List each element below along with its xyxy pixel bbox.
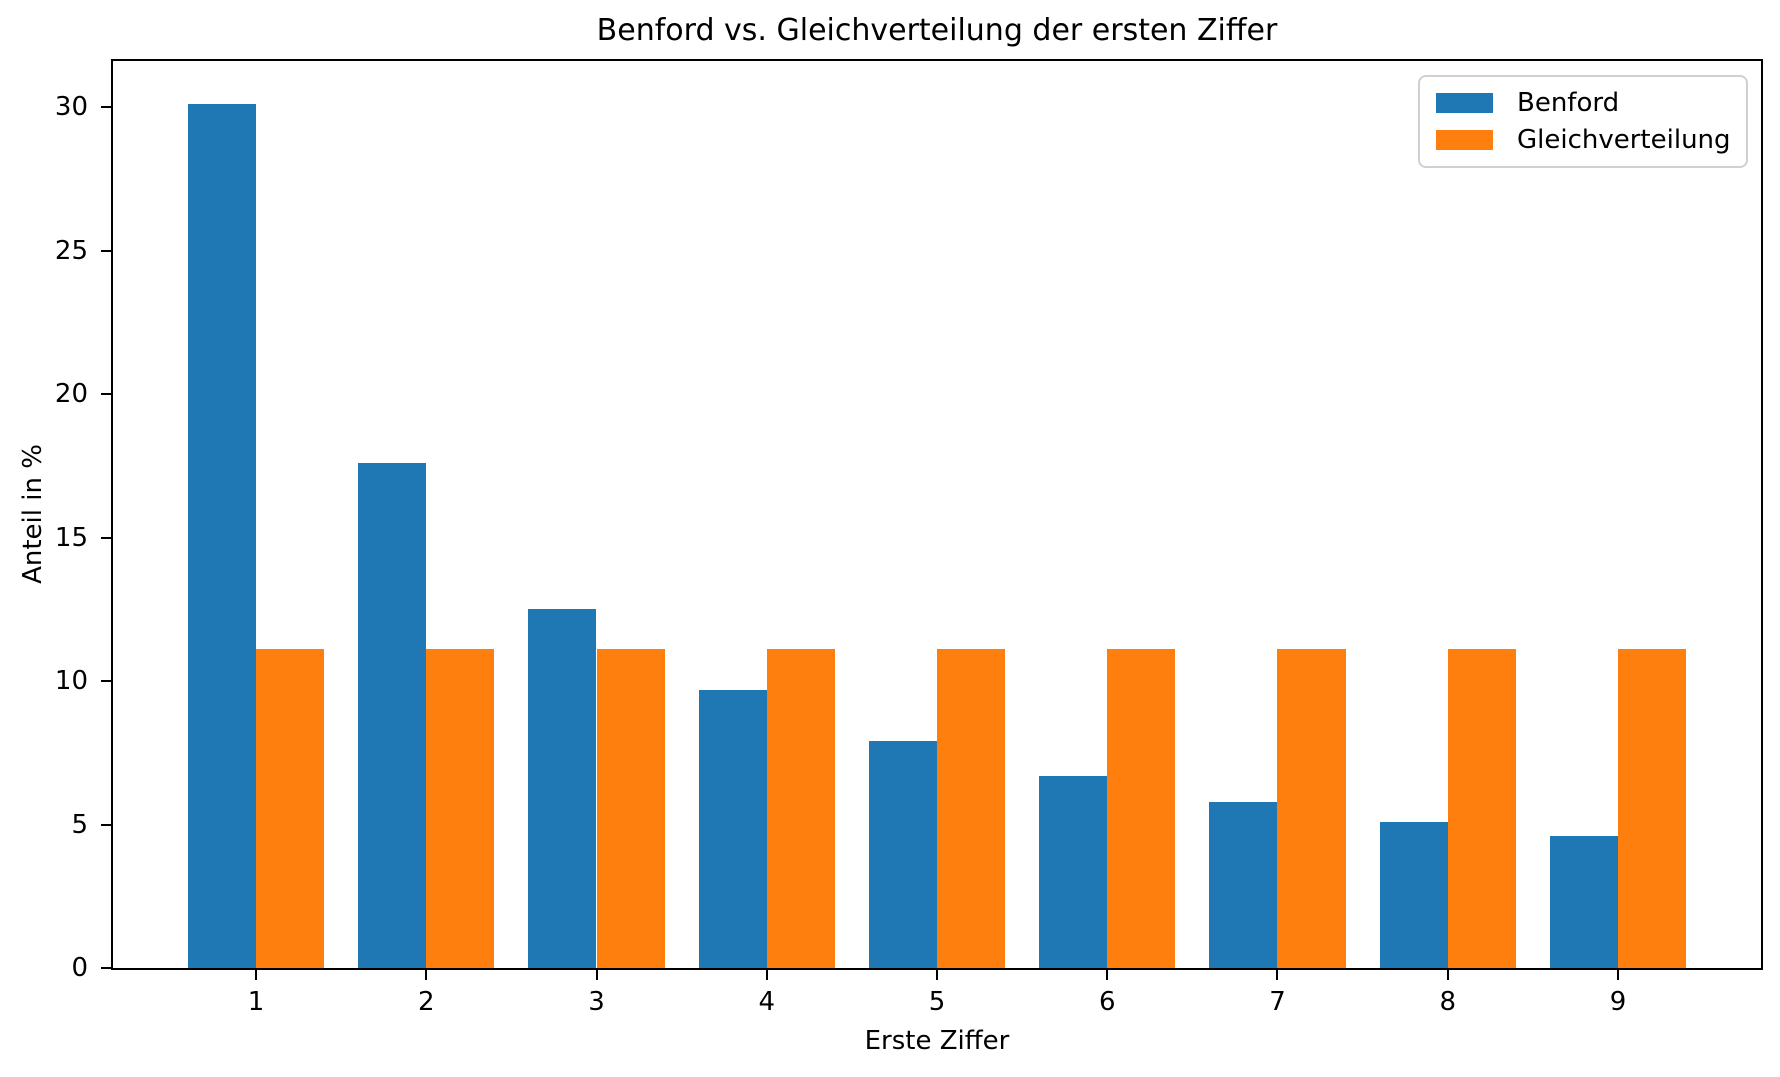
y-tick-mark-15 <box>101 536 113 539</box>
x-tick-label-2: 2 <box>417 987 435 1017</box>
x-tick-label-1: 1 <box>247 987 265 1017</box>
y-tick-mark-25 <box>101 249 113 252</box>
y-tick-mark-0 <box>101 967 113 969</box>
y-tick-label-5: 5 <box>71 809 88 840</box>
legend-swatch-benford <box>1436 93 1493 114</box>
x-tick-mark-6 <box>1106 968 1109 980</box>
bar-gleichverteilung-9 <box>1617 649 1687 968</box>
y-tick-label-20: 20 <box>54 379 88 410</box>
x-tick-label-3: 3 <box>588 987 605 1017</box>
x-tick-mark-2 <box>425 968 428 980</box>
x-tick-mark-8 <box>1446 968 1449 980</box>
legend-label-gleichverteilung: Gleichverteilung <box>1517 124 1731 155</box>
bar-benford-6 <box>1039 775 1108 968</box>
bar-gleichverteilung-5 <box>937 649 1006 968</box>
y-tick-mark-10 <box>101 680 113 683</box>
legend: Benford Gleichverteilung <box>1418 75 1748 168</box>
y-tick-label-30: 30 <box>54 92 88 123</box>
bar-benford-9 <box>1549 836 1618 968</box>
bar-benford-1 <box>187 104 256 968</box>
bar-benford-8 <box>1379 821 1448 968</box>
chart-title: Benford vs. Gleichverteilung der ersten … <box>596 13 1278 48</box>
bar-gleichverteilung-8 <box>1447 649 1516 968</box>
y-tick-label-25: 25 <box>54 235 88 266</box>
y-tick-label-10: 10 <box>54 666 88 697</box>
x-tick-mark-4 <box>765 968 768 980</box>
y-tick-label-15: 15 <box>54 522 88 553</box>
bar-benford-5 <box>868 741 937 968</box>
y-axis-label: Anteil in % <box>18 444 48 584</box>
bar-benford-2 <box>358 463 427 968</box>
x-tick-mark-7 <box>1276 968 1279 980</box>
x-tick-label-9: 9 <box>1609 987 1627 1017</box>
x-tick-mark-1 <box>255 968 257 980</box>
bar-benford-3 <box>528 609 597 968</box>
x-tick-mark-9 <box>1616 968 1619 980</box>
y-tick-mark-30 <box>101 106 113 109</box>
bar-benford-4 <box>698 689 767 968</box>
bar-benford-7 <box>1209 801 1278 968</box>
legend-item-gleichverteilung: Gleichverteilung <box>1436 124 1731 155</box>
bar-gleichverteilung-6 <box>1107 649 1176 968</box>
x-tick-label-4: 4 <box>758 987 776 1017</box>
y-tick-label-0: 0 <box>71 953 88 983</box>
x-tick-label-6: 6 <box>1098 987 1116 1017</box>
y-tick-mark-5 <box>101 823 113 826</box>
y-tick-mark-20 <box>101 393 113 396</box>
legend-swatch-gleichverteilung <box>1436 129 1493 150</box>
plot-area <box>113 61 1761 968</box>
legend-item-benford: Benford <box>1436 88 1730 118</box>
bar-gleichverteilung-4 <box>766 649 835 968</box>
x-tick-mark-3 <box>595 968 598 980</box>
legend-label-benford: Benford <box>1517 88 1620 119</box>
x-tick-label-7: 7 <box>1269 987 1286 1017</box>
bar-gleichverteilung-2 <box>426 649 495 968</box>
bar-gleichverteilung-3 <box>596 649 665 968</box>
bar-gleichverteilung-1 <box>256 649 325 968</box>
x-tick-mark-5 <box>936 968 938 980</box>
x-axis-label: Erste Ziffer <box>864 1026 1010 1056</box>
x-tick-label-8: 8 <box>1439 987 1456 1017</box>
bar-gleichverteilung-7 <box>1277 649 1346 968</box>
x-tick-label-5: 5 <box>928 987 946 1017</box>
